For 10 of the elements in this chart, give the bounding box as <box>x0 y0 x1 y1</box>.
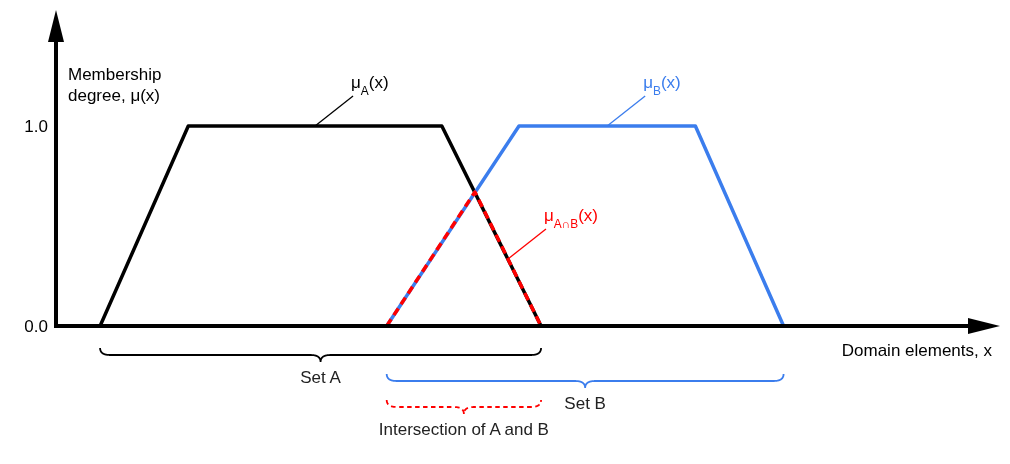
series-label: μ$_{B}$(x) <box>643 73 681 98</box>
x-axis-title: Domain elements, x <box>841 341 993 360</box>
text: Set A <box>300 368 342 387</box>
text: Set B <box>564 394 606 413</box>
y-tick-label: 1.0 <box>24 117 48 137</box>
series-label: μ$_{A}$(x) <box>351 73 389 98</box>
text: μ$_{A∩B}$(x) <box>543 206 599 231</box>
text: Intersection of A and B <box>378 420 549 439</box>
y-tick-label: 0.0 <box>24 317 48 337</box>
y-axis-title: Membership degree, μ(x) <box>68 64 163 106</box>
